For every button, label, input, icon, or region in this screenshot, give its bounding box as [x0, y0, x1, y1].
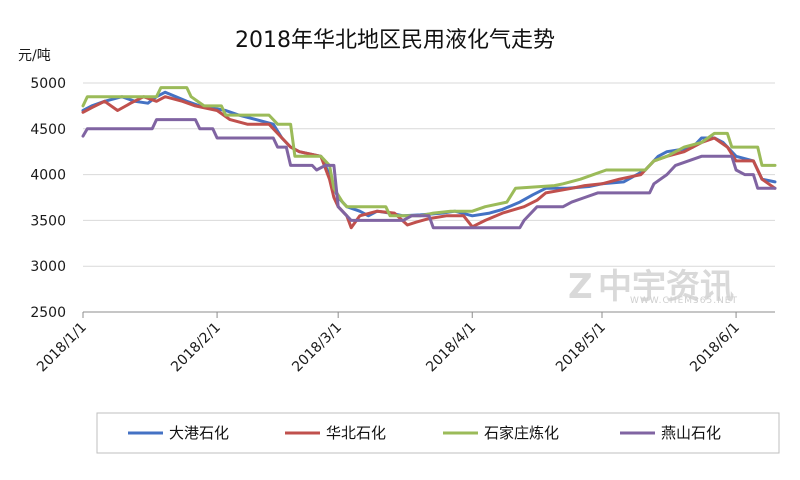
y-tick-label: 3500 — [30, 213, 66, 229]
series-line-3 — [81, 86, 777, 218]
legend: 大港石化 华北石化 石家庄炼化 燕山石化 — [96, 412, 780, 454]
grid-lines — [83, 82, 775, 267]
watermark-brand: 中宇资讯 — [598, 267, 734, 307]
y-tick-label: 2500 — [30, 305, 66, 321]
watermark-logo-mark: Z — [568, 267, 593, 307]
y-tick-label: 4000 — [30, 168, 66, 184]
series-lines — [81, 86, 777, 230]
legend-label-1: 大港石化 — [169, 424, 229, 442]
chart-title: 2018年华北地区民用液化气走势 — [235, 28, 555, 53]
y-tick-label: 4500 — [30, 122, 66, 138]
watermark-url: WWW.CHEM365.NET — [630, 296, 738, 306]
watermark: Z 中宇资讯 WWW.CHEM365.NET — [568, 267, 738, 307]
legend-label-3: 石家庄炼化 — [484, 424, 559, 442]
y-axis-ticks: 2500 3000 3500 4000 4500 5000 — [30, 76, 66, 321]
y-tick-label: 5000 — [30, 76, 66, 92]
legend-label-2: 华北石化 — [326, 424, 386, 442]
legend-label-4: 燕山石化 — [661, 424, 721, 442]
series-line-4 — [81, 118, 777, 230]
y-axis-unit-label: 元/吨 — [18, 48, 51, 64]
y-tick-label: 3000 — [30, 259, 66, 275]
legend-box — [96, 412, 780, 454]
